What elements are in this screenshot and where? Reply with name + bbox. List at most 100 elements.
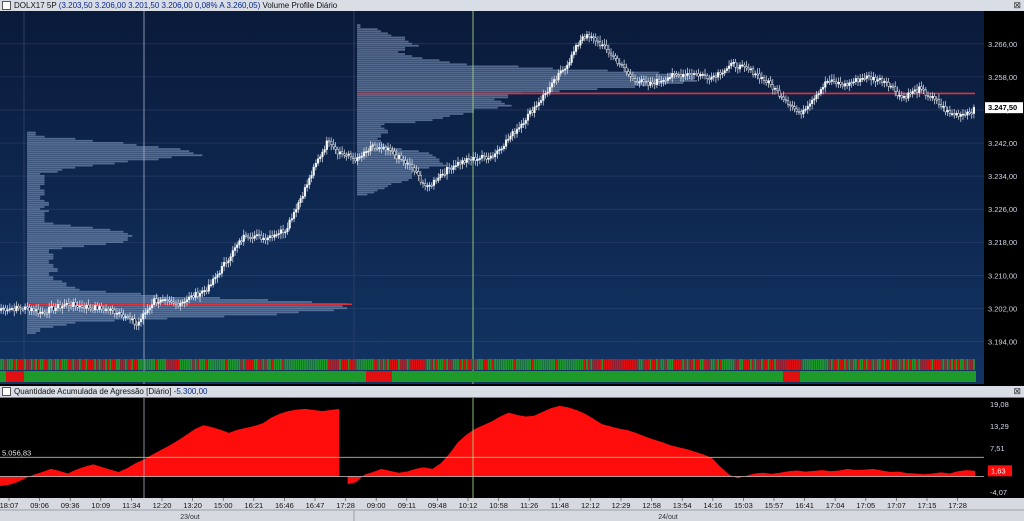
aggression-tick — [124, 359, 127, 370]
aggression-tick — [207, 359, 210, 370]
aggression-tick — [74, 359, 77, 370]
aggression-tick — [387, 359, 389, 370]
aggression-tick — [691, 359, 693, 370]
close-icon[interactable]: ⊠ — [1013, 0, 1021, 10]
aggression-tick — [109, 359, 112, 370]
date-label: 24/out — [658, 514, 678, 521]
candle — [301, 196, 304, 199]
candle — [194, 291, 197, 298]
sub-y-tick-label: -4,07 — [990, 488, 1007, 497]
candle — [8, 308, 11, 311]
candle — [572, 51, 575, 56]
candle — [668, 77, 672, 79]
candle — [282, 229, 285, 234]
aggression-tick — [245, 359, 247, 370]
aggression-tick — [242, 359, 245, 370]
aggression-tick — [671, 359, 674, 370]
price-chart[interactable]: 3.266,003.258,003.250,003.242,003.234,00… — [0, 11, 1024, 384]
candle — [220, 265, 223, 274]
close-icon[interactable]: ⊠ — [1013, 386, 1021, 396]
aggression-tick — [188, 359, 190, 370]
aggression-tick — [273, 359, 276, 370]
candle — [942, 105, 945, 108]
aggression-tick — [848, 359, 851, 370]
x-tick-label: 17:04 — [826, 501, 845, 510]
aggression-tick — [957, 359, 960, 370]
aggression-area — [347, 405, 975, 485]
y-tick-label: 3.218,00 — [988, 238, 1017, 247]
aggression-tick — [164, 359, 166, 370]
profile-bar-day1 — [27, 133, 36, 136]
candle — [776, 87, 779, 91]
candle — [303, 187, 307, 197]
aggression-tick — [144, 359, 147, 370]
aggression-tick — [288, 359, 291, 370]
candle — [651, 81, 654, 84]
candle — [765, 80, 768, 84]
candle — [926, 95, 930, 97]
aggression-tick — [170, 359, 173, 370]
aggression-tick — [734, 359, 737, 370]
aggression-tick — [586, 359, 588, 370]
candle — [452, 165, 455, 170]
candle — [684, 73, 687, 76]
aggression-tick — [885, 359, 888, 370]
candle — [310, 175, 313, 179]
profile-bar-day1 — [27, 257, 54, 260]
aggression-tick — [872, 359, 875, 370]
aggression-tick — [61, 359, 64, 370]
candle — [216, 274, 219, 278]
aggression-tick — [63, 359, 66, 370]
aggression-tick — [929, 359, 932, 370]
candle — [671, 73, 674, 78]
aggression-tick — [782, 359, 785, 370]
aggression-tick — [384, 359, 387, 370]
candle — [662, 79, 665, 82]
aggression-tick — [118, 359, 121, 370]
candle — [467, 158, 470, 160]
candle — [780, 95, 783, 98]
aggression-tick — [203, 359, 206, 370]
aggression-tick — [389, 359, 392, 370]
aggression-tick — [277, 359, 280, 370]
candle — [813, 98, 816, 101]
aggression-tick — [953, 359, 956, 370]
aggression-tick — [314, 359, 317, 370]
candle — [373, 144, 376, 149]
aggression-tick — [933, 359, 936, 370]
aggression-tick — [240, 359, 243, 370]
candle — [137, 321, 140, 326]
candle — [539, 100, 543, 103]
profile-bar-day2 — [357, 113, 464, 115]
aggression-chart[interactable]: 5.056,83 19,08 13,29 7,51 1,63 -4,07 — [0, 398, 1024, 498]
candle — [529, 110, 532, 115]
candle — [688, 73, 691, 75]
candle — [577, 44, 580, 47]
candle — [837, 81, 840, 85]
aggression-tick — [857, 359, 859, 370]
aggression-tick — [236, 359, 239, 370]
profile-bar-day2 — [357, 86, 636, 88]
aggression-tick — [717, 359, 720, 370]
profile-bar-day1 — [27, 321, 76, 324]
candle — [63, 304, 66, 307]
candle — [559, 70, 562, 74]
aggression-tick — [8, 359, 11, 370]
candle — [555, 79, 558, 81]
profile-bar-day1 — [27, 170, 58, 173]
collapse-icon[interactable] — [2, 387, 11, 396]
candle — [338, 151, 342, 155]
aggression-tick — [481, 359, 483, 370]
profile-bar-day1 — [27, 204, 49, 206]
candle — [496, 150, 499, 154]
aggression-tick — [935, 359, 938, 370]
aggression-tick — [905, 359, 908, 370]
candle — [682, 73, 685, 78]
aggression-tick — [137, 359, 140, 370]
candle — [806, 105, 809, 110]
aggression-tick — [46, 359, 48, 370]
collapse-icon[interactable] — [2, 1, 11, 10]
candle — [686, 73, 689, 76]
candle — [511, 131, 514, 137]
candle — [284, 231, 287, 234]
